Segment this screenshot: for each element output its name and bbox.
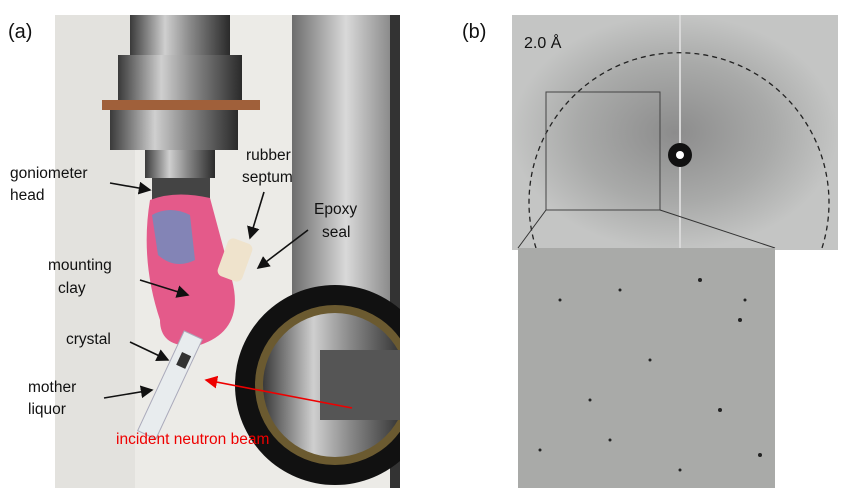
annotation: seal [322,224,350,241]
annotation: crystal [66,331,111,348]
inset [518,210,775,488]
annotation: incident neutron beam [116,431,269,448]
resolution-label: 2.0 Å [524,33,562,52]
annotation: Epoxy [314,201,357,218]
panel-label: (a) [8,21,32,43]
photo-a [55,15,435,488]
annotation: septum [242,169,293,186]
annotation: liquor [28,401,66,418]
annotation: head [10,187,44,204]
annotation: goniometer [10,165,88,182]
annotation: mother [28,379,76,396]
annotation: rubber [246,147,291,164]
annotation: mounting [48,257,112,274]
annotation: clay [58,280,86,297]
figure: (a) goniometer head rubber septum Epoxy … [0,0,852,488]
panel-label: (b) [462,21,486,43]
